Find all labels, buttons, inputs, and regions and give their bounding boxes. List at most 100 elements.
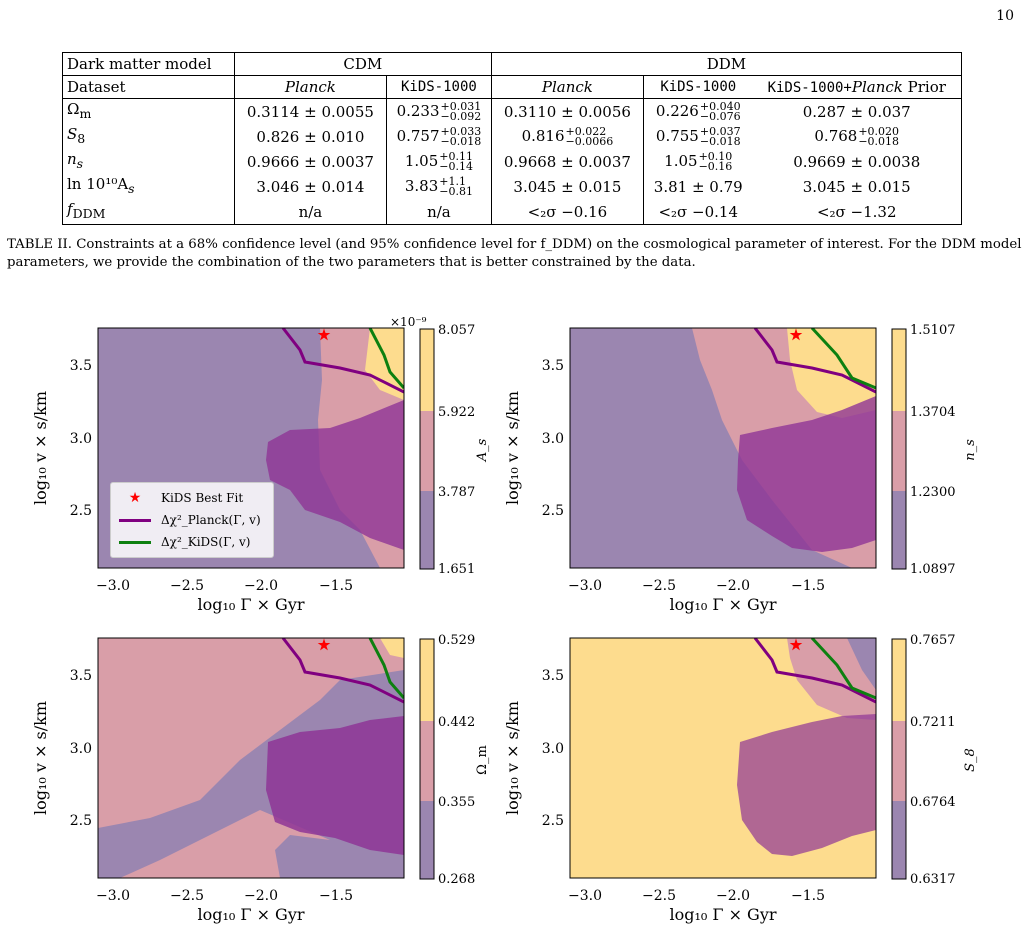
colorbar-segment — [420, 329, 434, 411]
colorbar-tick: 0.7657 — [910, 633, 956, 648]
y-tick-label: 3.0 — [542, 741, 564, 757]
panel-omega-m: −3.0 −2.5 −2.0 −1.5 log₁₀ Γ × Gyr 2.5 3.… — [0, 610, 500, 930]
plot-frame — [97, 327, 405, 569]
colorbar-segment — [420, 491, 434, 569]
colorbar-tick: 3.787 — [438, 485, 475, 500]
kids-contour — [368, 638, 404, 699]
region-yellow-level — [380, 638, 404, 658]
colorbar-ticks: 0.6317 0.6764 0.7211 0.7657 S_8 — [910, 633, 978, 887]
colorbar-ticks: 1.651 3.787 5.922 8.057 ×10⁻⁹ A_s — [390, 315, 490, 577]
colorbar-tick: 1.2300 — [910, 485, 956, 500]
x-axis-label: log₁₀ Γ × Gyr — [197, 595, 304, 614]
y-tick-label: 2.5 — [70, 503, 92, 519]
best-fit-star — [789, 328, 803, 341]
colorbar-label: A_s — [475, 438, 490, 462]
panel-ns-plot: −3.0 −2.5 −2.0 −1.5 log₁₀ Γ × Gyr 2.5 3.… — [503, 323, 978, 614]
plot-frame — [569, 637, 877, 879]
region-dark-purple — [737, 396, 876, 552]
y-tick-label: 2.5 — [542, 813, 564, 829]
colorbar-tick: 0.7211 — [910, 715, 956, 730]
table-row: fDDM n/a n/a <₂σ −0.16 <₂σ −0.14 <₂σ −1.… — [62, 199, 963, 225]
y-tick-label: 3.5 — [542, 668, 564, 684]
colorbar-segment — [892, 491, 906, 569]
kids-contour — [810, 328, 876, 390]
colorbar-segment — [420, 639, 434, 721]
planck-contour — [753, 638, 876, 704]
colorbar-frame — [891, 328, 907, 570]
header-ddm-planck: Planck — [490, 75, 645, 99]
x-tick-label: −2.0 — [716, 578, 750, 594]
y-tick-label: 3.5 — [542, 358, 564, 374]
colorbar-ticks: 1.0897 1.2300 1.3704 1.5107 n_s — [910, 323, 978, 577]
table-caption: TABLE II. Constraints at a 68% confidenc… — [7, 237, 1022, 270]
y-tick-label: 3.5 — [70, 358, 92, 374]
colorbar-tick: 1.3704 — [910, 405, 956, 420]
panel-ns: −3.0 −2.5 −2.0 −1.5 log₁₀ Γ × Gyr 2.5 3.… — [472, 300, 1028, 620]
x-axis-label: log₁₀ Γ × Gyr — [669, 905, 776, 924]
region-pink-level — [787, 638, 876, 720]
header-ddm-kids-planck: KiDS-1000+Planck Prior — [752, 75, 963, 99]
region-yellow-level — [365, 328, 404, 400]
x-tick-label: −2.5 — [642, 888, 676, 904]
colorbar-frame — [419, 638, 435, 880]
y-tick-label: 3.0 — [70, 741, 92, 757]
header-model-label: Dark matter model — [62, 52, 235, 76]
region-dark-purple — [266, 400, 404, 550]
colorbar-segment — [892, 329, 906, 411]
x-tick-label: −1.5 — [319, 888, 353, 904]
header-cdm-planck: Planck — [233, 75, 388, 99]
x-axis: −3.0 −2.5 −2.0 −1.5 log₁₀ Γ × Gyr — [568, 888, 825, 924]
planck-contour — [753, 328, 876, 394]
colorbar-segment — [892, 801, 906, 879]
x-tick-label: −2.5 — [170, 578, 204, 594]
kids-contour — [368, 328, 404, 389]
colorbar-segment — [420, 801, 434, 879]
y-tick-label: 2.5 — [542, 503, 564, 519]
x-axis-label: log₁₀ Γ × Gyr — [669, 595, 776, 614]
y-axis: 2.5 3.0 3.5 log₁₀ v × s/km — [31, 358, 92, 519]
y-axis-label: log₁₀ v × s/km — [31, 701, 50, 815]
colorbar-multiplier: ×10⁻⁹ — [390, 315, 427, 329]
colorbar-segment — [420, 411, 434, 491]
panel-as: −3.0 −2.5 −2.0 −1.5 log₁₀ Γ × Gyr 2.5 3.… — [0, 300, 500, 620]
legend-item: ★ KiDS Best Fit — [117, 487, 267, 509]
x-tick-label: −3.0 — [568, 888, 602, 904]
colorbar-tick: 0.529 — [438, 633, 475, 648]
y-axis: 2.5 3.0 3.5 log₁₀ v × s/km — [31, 668, 92, 829]
best-fit-star — [789, 638, 803, 651]
header-dataset-label: Dataset — [62, 75, 235, 99]
colorbar-ticks: 0.268 0.355 0.442 0.529 Ω_m — [438, 633, 490, 887]
legend-item: Δχ²_Planck(Γ, v) — [117, 509, 267, 531]
legend: ★ KiDS Best Fit Δχ²_Planck(Γ, v) Δχ²_KiD… — [110, 482, 274, 558]
best-fit-star — [317, 328, 331, 341]
star-icon: ★ — [128, 490, 142, 506]
y-axis-label: log₁₀ v × s/km — [31, 391, 50, 505]
header-ddm: DDM — [490, 52, 963, 76]
x-tick-label: −3.0 — [568, 578, 602, 594]
table-row: ln 10¹⁰As 3.046 ± 0.014 3.83 +1.1 −0.81 3.… — [62, 174, 963, 199]
y-axis: 2.5 3.0 3.5 log₁₀ v × s/km — [503, 668, 564, 829]
line-icon — [117, 518, 153, 522]
region-dark-purple — [737, 714, 876, 856]
page-number: 10 — [996, 8, 1014, 24]
kids-contour — [810, 638, 876, 700]
x-tick-label: −1.5 — [319, 578, 353, 594]
region-purple-level — [847, 638, 876, 690]
y-tick-label: 3.0 — [542, 431, 564, 447]
y-tick-label: 3.5 — [70, 668, 92, 684]
plot-frame — [569, 327, 877, 569]
x-tick-label: −2.0 — [716, 888, 750, 904]
colorbar-label: n_s — [963, 439, 978, 461]
x-tick-label: −2.5 — [642, 578, 676, 594]
colorbar-tick: 8.057 — [438, 323, 475, 338]
x-tick-label: −1.5 — [791, 888, 825, 904]
best-fit-star — [317, 638, 331, 651]
colorbar-label: Ω_m — [475, 745, 490, 775]
colorbar-segment — [892, 411, 906, 491]
panel-as-plot: −3.0 −2.5 −2.0 −1.5 log₁₀ Γ × Gyr 2.5 3.… — [31, 315, 490, 614]
y-tick-label: 2.5 — [70, 813, 92, 829]
planck-contour — [281, 328, 404, 394]
x-tick-label: −3.0 — [96, 888, 130, 904]
region-dark-purple — [266, 716, 404, 855]
y-axis-label: log₁₀ v × s/km — [503, 701, 522, 815]
